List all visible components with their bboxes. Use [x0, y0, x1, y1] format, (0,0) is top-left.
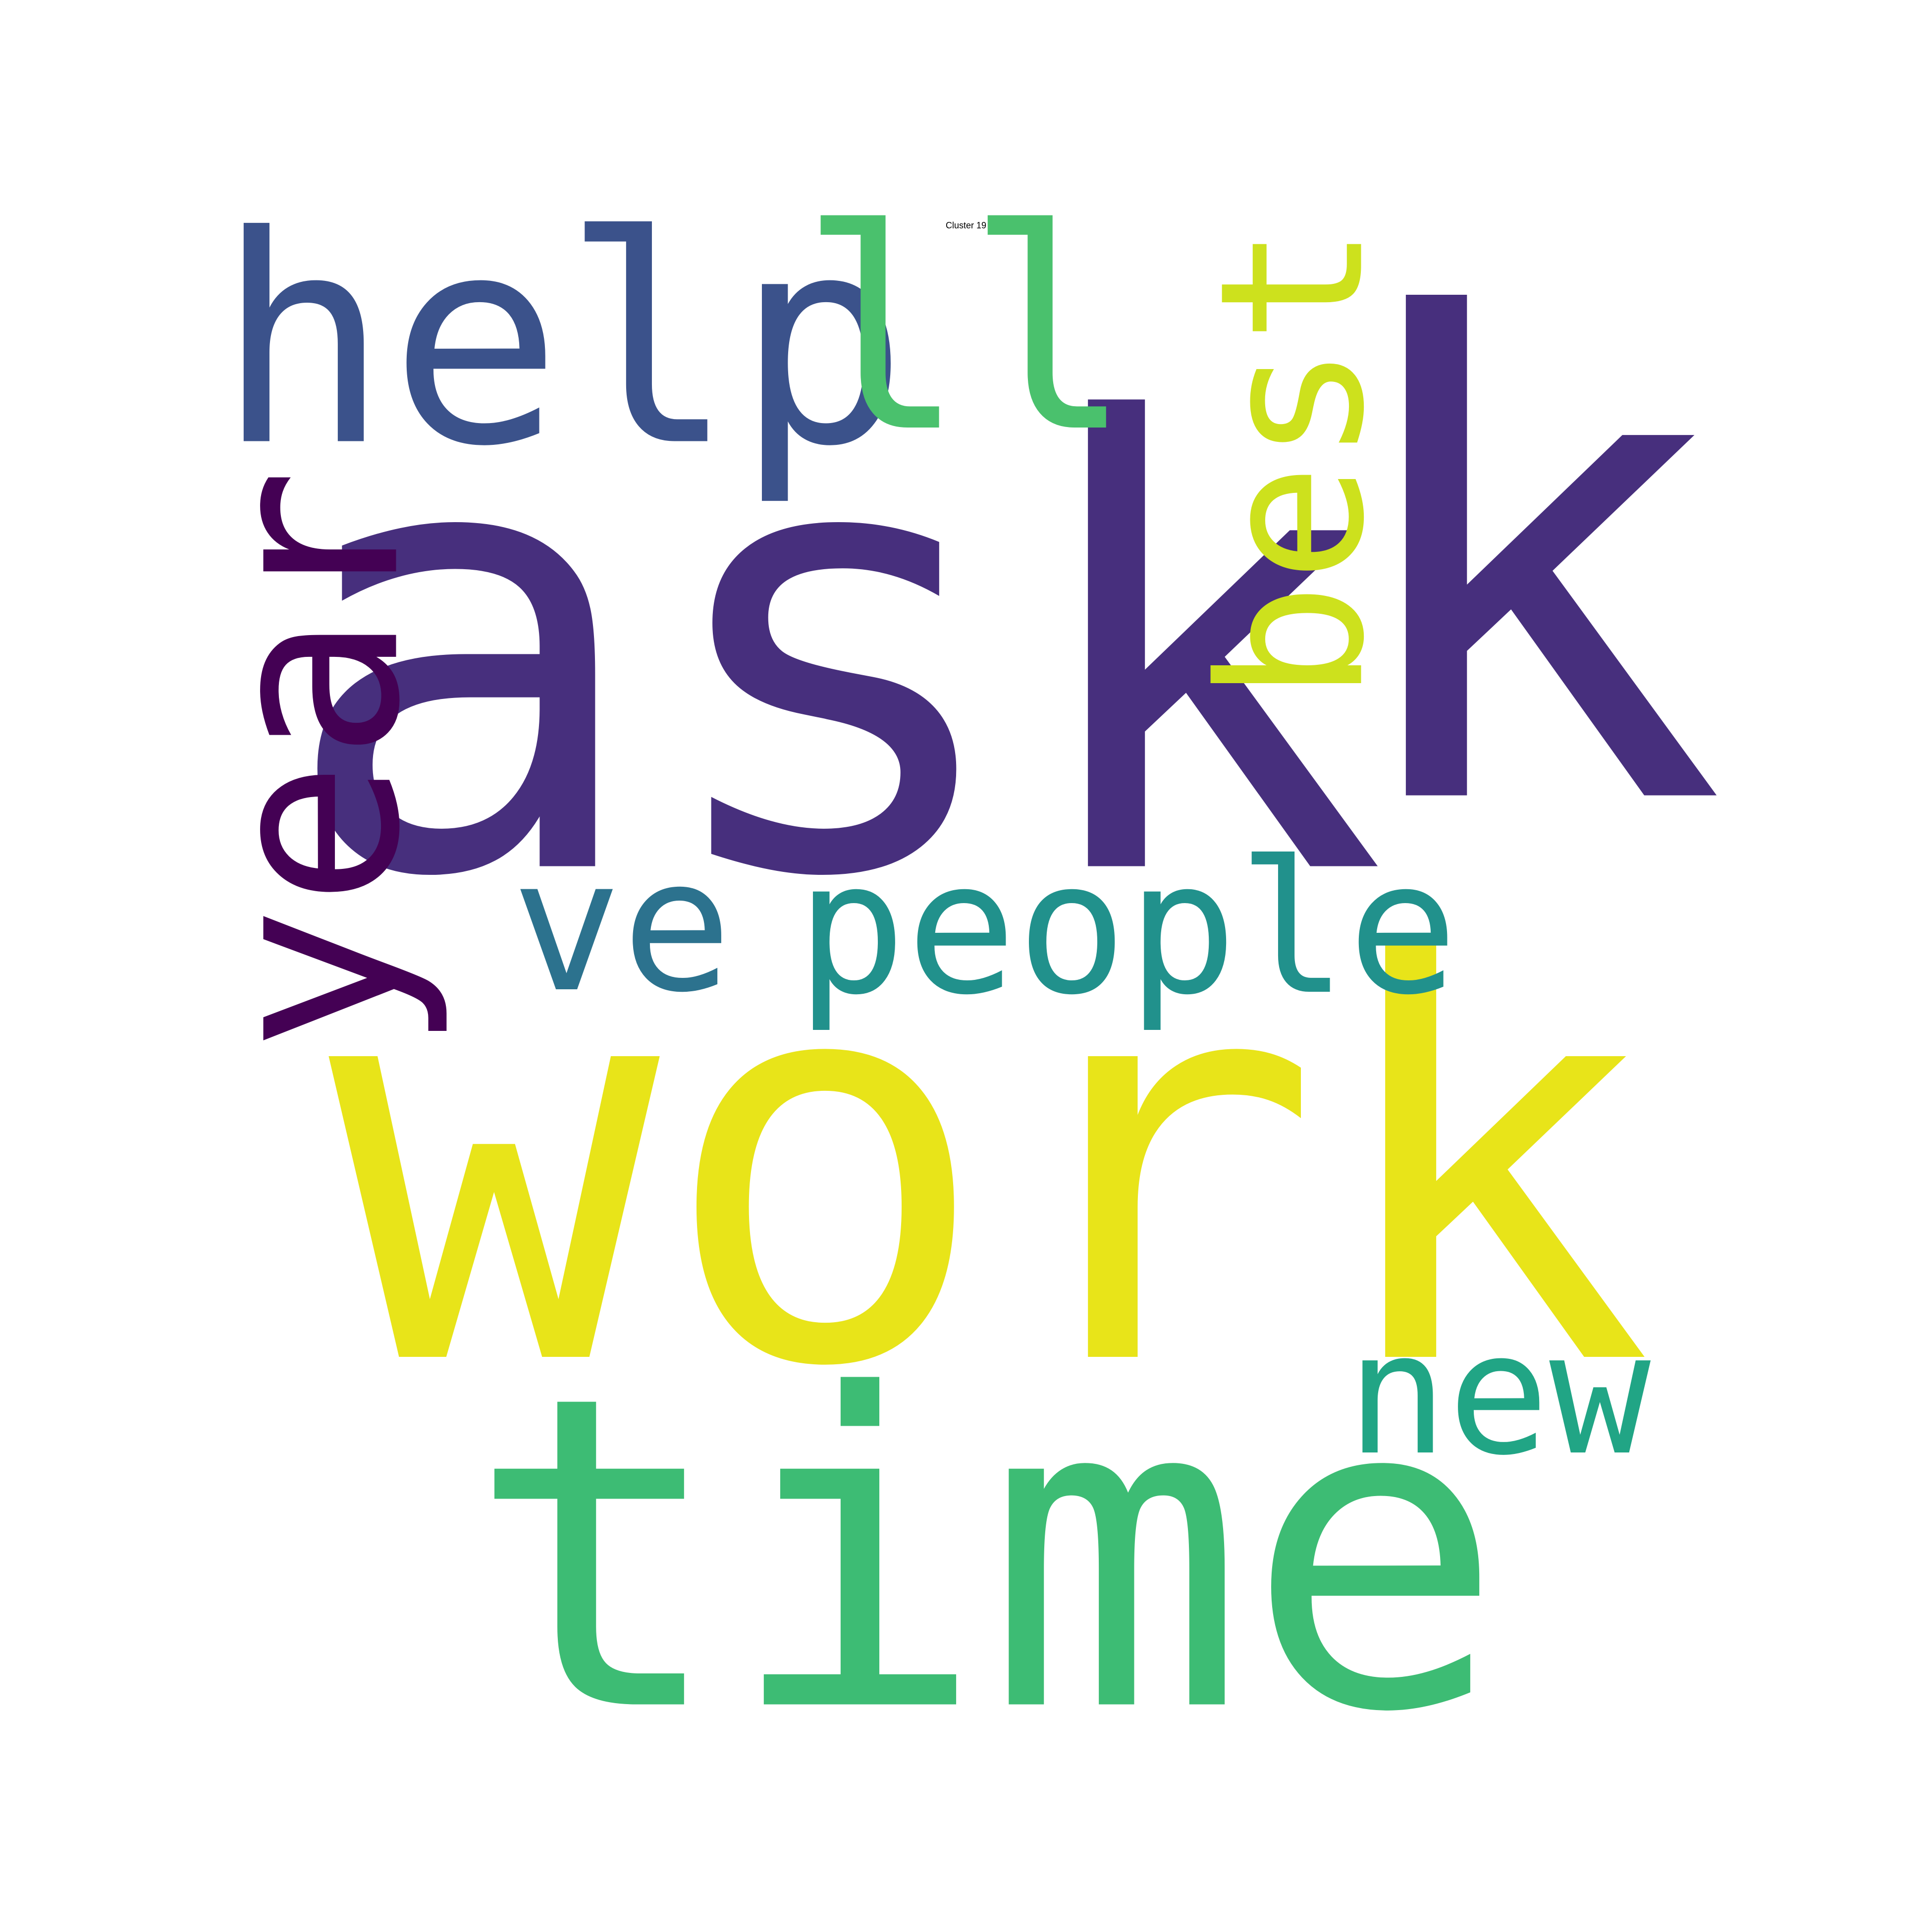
word-ask: ask [277, 297, 1387, 1012]
word-time: time [467, 1305, 1504, 1807]
word-work: work [328, 847, 1653, 1487]
word-best: best [1178, 224, 1408, 701]
word-new: new [1346, 1296, 1652, 1493]
chart-title: Cluster 19 [945, 220, 987, 230]
word-people: people [796, 822, 1458, 1035]
word-ve: ve [511, 820, 732, 1033]
word-year: year [171, 468, 454, 1053]
word-k: k [1330, 184, 1727, 951]
word-ll: ll [799, 170, 1133, 493]
word-help: help [216, 175, 909, 509]
